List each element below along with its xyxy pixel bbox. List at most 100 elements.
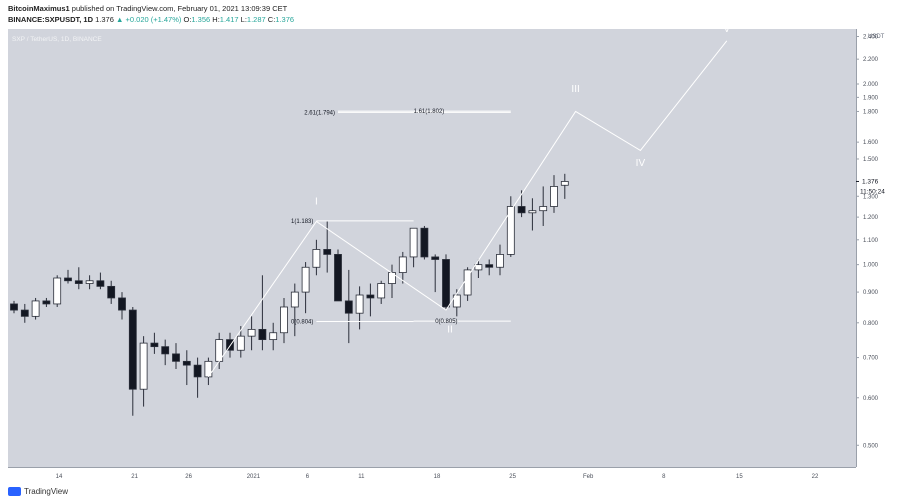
fib-level-label: 0(0.805)	[435, 319, 457, 325]
candle-body	[53, 277, 62, 305]
low-value: 1.287	[246, 15, 266, 24]
y-tick-label: 1.600	[863, 140, 879, 146]
candle-body	[85, 280, 94, 284]
author-name: BitcoinMaximus1	[8, 4, 70, 13]
candle-body	[128, 309, 137, 390]
y-tick-label: 1.800	[863, 109, 879, 115]
x-tick-label: 11	[358, 474, 365, 480]
candle-body	[64, 277, 72, 282]
candle-body	[139, 342, 148, 390]
candle-body	[118, 297, 126, 311]
x-tick-label: 26	[185, 474, 192, 480]
y-tick-label: 2.200	[863, 57, 879, 63]
symbol-name: BINANCE:SXPUSDT, 1D	[8, 15, 94, 24]
candle-body	[226, 339, 234, 351]
tradingview-logo-icon	[8, 487, 21, 496]
y-tick-label: 0.500	[863, 443, 879, 449]
candle-body	[204, 360, 213, 378]
candle-body	[107, 285, 116, 299]
candle-body	[258, 328, 267, 341]
symbol-info: BINANCE:SXPUSDT, 1D 1.376 ▲ +0.020 (+1.4…	[8, 15, 294, 24]
close-label: C:	[267, 15, 276, 24]
published-text: published on TradingView.com, February 0…	[71, 4, 288, 13]
candle-body	[161, 346, 170, 355]
tradingview-brand: TradingView	[24, 487, 69, 496]
current-price-label: 1.376	[862, 178, 879, 185]
candle-body	[485, 264, 494, 268]
price-axis[interactable]	[856, 29, 895, 467]
candle-body	[247, 328, 256, 337]
candle-body	[398, 256, 407, 273]
x-tick-label: 8	[662, 474, 666, 480]
candle-body	[236, 335, 245, 351]
high-value: 1.417	[219, 15, 239, 24]
high-label: H:	[212, 15, 220, 24]
wave-label: V	[723, 24, 730, 35]
candle-body	[280, 306, 288, 334]
chart-watermark: SXP / TetherUS, 1D, BINANCE	[12, 36, 102, 43]
wave-label: III	[571, 84, 579, 95]
candle-body	[452, 294, 461, 308]
y-tick-label: 1.100	[863, 238, 879, 244]
y-tick-label: 2.000	[863, 82, 879, 88]
x-tick-label: 15	[736, 474, 743, 480]
candle-body	[409, 227, 418, 258]
candle-body	[172, 353, 180, 362]
change-arrow-icon: ▲	[115, 15, 124, 24]
candle-body	[150, 342, 159, 348]
close-value: 1.376	[275, 15, 295, 24]
candle-body	[560, 181, 569, 186]
candle-body	[420, 227, 429, 258]
fib-level-label: 1.61(1.802)	[414, 109, 445, 115]
open-value: 1.356	[191, 15, 211, 24]
candle-body	[193, 364, 202, 378]
currency-label: USDT	[868, 34, 885, 40]
x-tick-label: 14	[56, 474, 63, 480]
time-axis[interactable]	[8, 467, 856, 486]
publish-info: BitcoinMaximus1 published on TradingView…	[8, 4, 287, 13]
candle-body	[42, 300, 51, 305]
candle-body	[74, 280, 83, 284]
y-tick-label: 0.800	[863, 321, 879, 327]
fib-level-label: 1(1.183)	[291, 219, 313, 225]
candle-body	[442, 259, 450, 308]
y-tick-label: 0.700	[863, 356, 879, 362]
candle-body	[539, 206, 548, 212]
fib-level-label: 0(0.804)	[291, 319, 313, 325]
open-label: O:	[183, 15, 192, 24]
y-tick-label: 0.900	[863, 290, 879, 296]
chart-plot-area[interactable]	[8, 29, 856, 467]
candle-body	[550, 186, 558, 207]
x-tick-label: 25	[509, 474, 516, 480]
y-tick-label: 1.000	[863, 263, 879, 269]
wave-count-line	[207, 40, 728, 378]
candle-body	[334, 254, 342, 302]
candle-body	[431, 256, 440, 260]
wave-label: IV	[636, 158, 646, 169]
candle-body	[377, 283, 386, 299]
x-tick-label: 21	[131, 474, 138, 480]
candle-body	[474, 264, 483, 271]
candle-body	[96, 280, 105, 287]
candle-body	[344, 300, 353, 314]
tradingview-footer: TradingView	[8, 487, 68, 496]
candle-body	[388, 272, 396, 284]
candle-body	[182, 360, 191, 366]
candle-body	[528, 210, 537, 214]
wave-label: II	[447, 325, 453, 336]
x-tick-label: 18	[434, 474, 441, 480]
x-tick-label: 6	[306, 474, 310, 480]
candle-body	[31, 300, 40, 317]
candle-body	[10, 303, 18, 311]
candle-body	[323, 249, 332, 255]
fib-level-label: 2.61(1.794)	[304, 110, 335, 116]
x-tick-label: Feb	[583, 474, 594, 480]
x-tick-label: 22	[812, 474, 819, 480]
candle-body	[355, 294, 364, 314]
candle-body	[290, 291, 299, 308]
price-change: +0.020 (+1.47%)	[125, 15, 182, 24]
x-tick-label: 2021	[247, 474, 261, 480]
y-tick-label: 0.600	[863, 396, 879, 402]
y-tick-label: 1.900	[863, 95, 879, 101]
